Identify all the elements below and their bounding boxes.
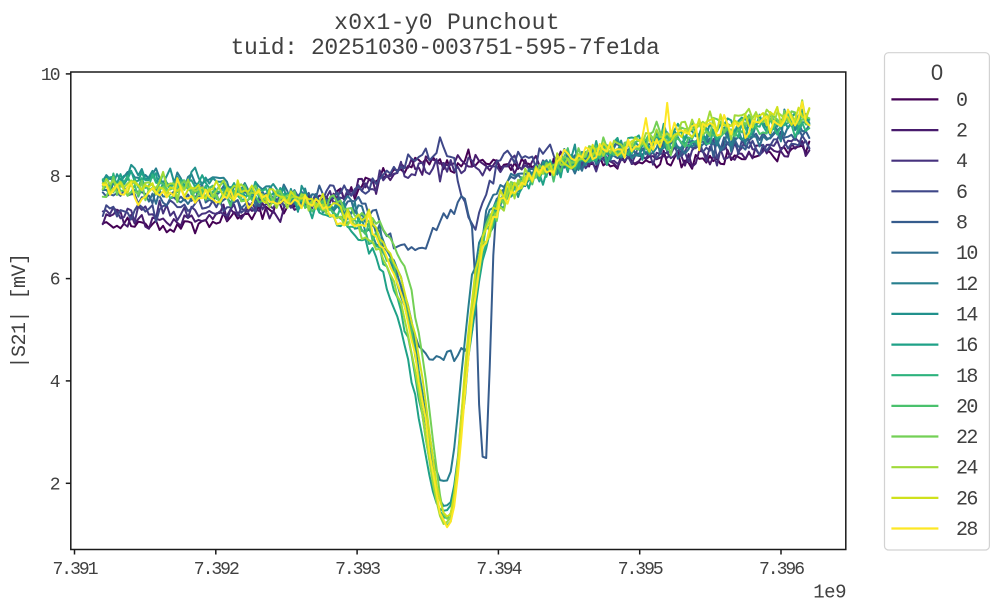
svg-text:14: 14 xyxy=(956,304,977,327)
svg-text:18: 18 xyxy=(956,366,977,389)
svg-text:0: 0 xyxy=(931,60,943,85)
svg-text:26: 26 xyxy=(956,488,977,511)
svg-text:6: 6 xyxy=(956,182,967,205)
svg-text:12: 12 xyxy=(956,274,977,297)
svg-text:2: 2 xyxy=(956,121,967,144)
svg-text:16: 16 xyxy=(956,335,977,358)
svg-text:|S21| [mV]: |S21| [mV] xyxy=(9,253,32,368)
svg-text:28: 28 xyxy=(956,519,977,542)
svg-text:22: 22 xyxy=(956,427,977,450)
svg-text:7.392: 7.392 xyxy=(194,560,239,580)
svg-text:8: 8 xyxy=(956,213,967,236)
svg-text:6: 6 xyxy=(50,271,60,291)
svg-text:7.396: 7.396 xyxy=(759,560,804,580)
svg-text:7.391: 7.391 xyxy=(52,560,97,580)
svg-text:20: 20 xyxy=(956,396,977,419)
svg-text:10: 10 xyxy=(956,243,977,266)
svg-text:10: 10 xyxy=(41,66,60,86)
svg-text:2: 2 xyxy=(50,475,60,495)
svg-text:24: 24 xyxy=(956,458,977,481)
svg-text:7.393: 7.393 xyxy=(335,560,380,580)
svg-text:8: 8 xyxy=(50,168,60,188)
svg-text:7.395: 7.395 xyxy=(618,560,663,580)
svg-text:7.394: 7.394 xyxy=(476,560,521,580)
svg-text:4: 4 xyxy=(956,151,967,174)
svg-text:1e9: 1e9 xyxy=(813,582,846,604)
svg-text:4: 4 xyxy=(50,373,60,393)
svg-text:tuid: 20251030-003751-595-7fe1: tuid: 20251030-003751-595-7fe1da xyxy=(231,35,660,61)
svg-text:0: 0 xyxy=(956,90,967,113)
svg-text:x0x1-y0 Punchout: x0x1-y0 Punchout xyxy=(334,10,560,36)
